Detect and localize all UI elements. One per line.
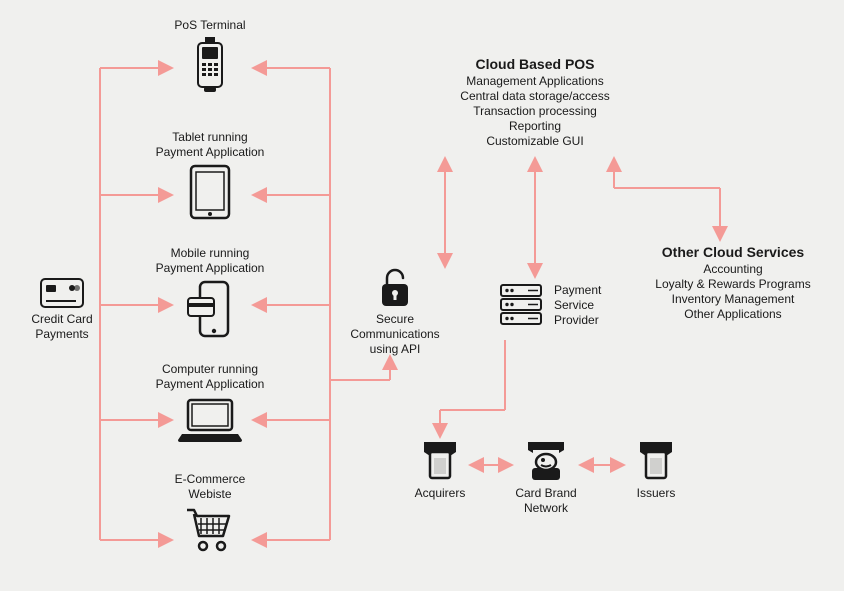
t: Payment (554, 283, 601, 298)
laptop-icon (178, 396, 242, 444)
node-laptop: Computer runningPayment Application (140, 358, 280, 444)
t: E-Commerce (150, 472, 270, 487)
li: Customizable GUI (410, 134, 660, 149)
t: Credit Card (18, 312, 106, 327)
t: using API (340, 342, 450, 357)
t: Issuers (616, 486, 696, 501)
t: Network (500, 501, 592, 516)
t: Computer running (140, 362, 280, 377)
terminal-icon (634, 438, 678, 482)
node-secure: SecureCommunicationsusing API (340, 266, 450, 357)
t: Payment Application (140, 261, 280, 276)
credit-card-icon (40, 278, 84, 308)
t: Communications (340, 327, 450, 342)
t: Payment Application (140, 377, 280, 392)
li: Reporting (410, 119, 660, 134)
t: Card Brand (500, 486, 592, 501)
terminal-icon (418, 438, 462, 482)
node-acquirers: Acquirers (400, 438, 480, 501)
t: Payments (18, 327, 106, 342)
li: Transaction processing (410, 104, 660, 119)
t: Acquirers (400, 486, 480, 501)
node-cardbrand: Card BrandNetwork (500, 438, 592, 516)
t: Service (554, 298, 601, 313)
t: PoS Terminal (150, 18, 270, 33)
other-cloud-list: Accounting Loyalty & Rewards Programs In… (628, 262, 838, 322)
cloud-pos-title: Cloud Based POS (410, 56, 660, 74)
li: Other Applications (628, 307, 838, 322)
node-tablet: Tablet runningPayment Application (140, 126, 280, 220)
t: Secure (340, 312, 450, 327)
t: Webiste (150, 487, 270, 502)
t: Mobile running (140, 246, 280, 261)
li: Accounting (628, 262, 838, 277)
other-cloud-title: Other Cloud Services (628, 244, 838, 262)
node-credit-card: Credit CardPayments (18, 278, 106, 342)
other-cloud-block: Other Cloud Services Accounting Loyalty … (628, 244, 838, 322)
pos-terminal-icon (190, 37, 230, 92)
node-issuers: Issuers (616, 438, 696, 501)
cloud-pos-list: Management Applications Central data sto… (410, 74, 660, 149)
node-pos-terminal: PoS Terminal (150, 14, 270, 92)
lock-icon (378, 266, 412, 308)
li: Management Applications (410, 74, 660, 89)
mobile-icon (186, 280, 234, 338)
cloud-pos-block: Cloud Based POS Management Applications … (410, 56, 660, 149)
li: Loyalty & Rewards Programs (628, 277, 838, 292)
li: Central data storage/access (410, 89, 660, 104)
network-icon (522, 438, 570, 482)
node-psp: PaymentServiceProvider (498, 282, 648, 328)
server-icon (498, 282, 544, 328)
li: Inventory Management (628, 292, 838, 307)
node-ecommerce: E-CommerceWebiste (150, 468, 270, 552)
cart-icon (185, 506, 235, 552)
node-mobile: Mobile runningPayment Application (140, 242, 280, 338)
tablet-icon (188, 164, 232, 220)
t: Payment Application (140, 145, 280, 160)
t: Provider (554, 313, 601, 328)
t: Tablet running (140, 130, 280, 145)
